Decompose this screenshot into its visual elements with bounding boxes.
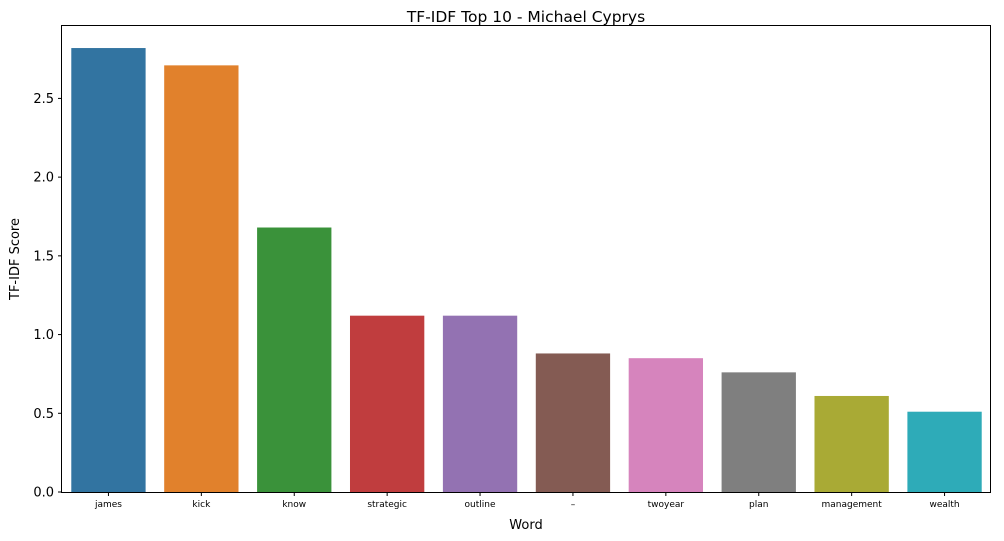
bar-9 — [907, 411, 982, 492]
bar-7 — [721, 372, 796, 492]
y-tick-label-2: 1.0 — [33, 328, 54, 343]
x-tick-label-7: plan — [749, 500, 768, 510]
x-tick-label-4: outline — [465, 500, 496, 510]
bar-5 — [535, 353, 611, 492]
chart-title: TF-IDF Top 10 - Michael Cyprys — [406, 8, 645, 26]
x-tick-label-0: james — [94, 500, 122, 510]
y-axis-ticks: 0.0 0.5 1.0 1.5 2.0 2.5 — [33, 92, 62, 501]
bar-6 — [628, 358, 704, 492]
y-tick-label-3: 1.5 — [33, 249, 54, 264]
y-tick-label-1: 0.5 — [33, 407, 54, 422]
x-tick-label-9: wealth — [929, 500, 959, 510]
x-axis-label: Word — [509, 518, 542, 533]
x-tick-label-8: management — [822, 500, 883, 510]
x-axis-ticks: james kick know strategic outline – twoyear pla… — [94, 492, 960, 510]
bar-8 — [814, 395, 889, 492]
x-tick-label-1: kick — [192, 500, 211, 510]
y-tick-label-5: 2.5 — [33, 92, 54, 107]
bar-2 — [257, 227, 332, 492]
x-tick-label-3: strategic — [367, 500, 407, 510]
x-tick-label-6: twoyear — [648, 500, 685, 510]
y-tick-label-4: 2.0 — [33, 171, 54, 186]
y-tick-label-0: 0.0 — [33, 486, 54, 501]
bar-3 — [349, 315, 425, 492]
plot-frame — [61, 25, 991, 493]
x-tick-label-2: know — [282, 500, 306, 510]
bar-1 — [164, 65, 239, 493]
bar-0 — [71, 48, 146, 493]
x-tick-label-5: – — [571, 500, 576, 510]
y-axis-label: TF-IDF Score — [8, 218, 23, 301]
bars-group — [71, 48, 982, 493]
bar-4 — [442, 315, 518, 492]
